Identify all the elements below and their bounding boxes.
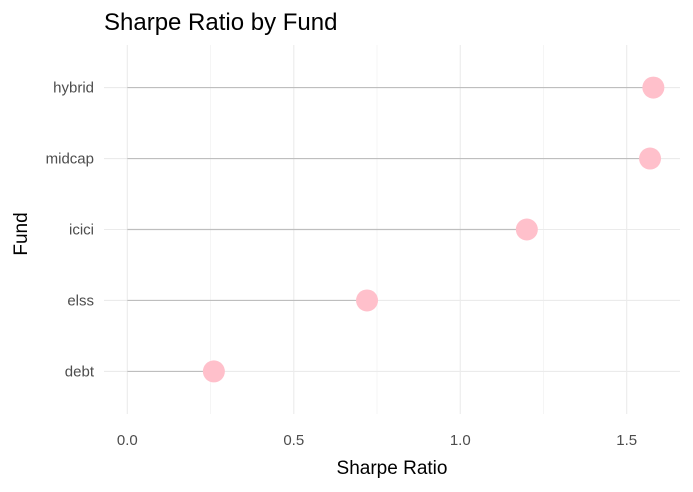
lollipop-point bbox=[202, 360, 225, 383]
tick-layer: debt elss icici midcap hybrid 0.0 0.5 1.0 1.5 bbox=[46, 80, 638, 449]
lollipop-point bbox=[356, 289, 379, 312]
y-tick-label: elss bbox=[67, 292, 94, 309]
chart-title: Sharpe Ratio by Fund bbox=[104, 9, 337, 36]
lollipop-point bbox=[515, 218, 538, 241]
point-layer bbox=[202, 76, 665, 383]
stem-layer bbox=[127, 86, 654, 373]
lollipop-point bbox=[639, 147, 662, 170]
y-tick-label: icici bbox=[69, 222, 94, 239]
y-tick-label: hybrid bbox=[53, 80, 94, 97]
x-tick-label: 0.5 bbox=[283, 432, 304, 449]
x-tick-label: 1.0 bbox=[450, 432, 471, 449]
x-axis-title: Sharpe Ratio bbox=[337, 458, 448, 479]
x-tick-label: 1.5 bbox=[616, 432, 637, 449]
y-tick-label: midcap bbox=[46, 151, 94, 168]
y-tick-label: debt bbox=[65, 363, 95, 380]
y-axis-title: Fund bbox=[11, 212, 32, 255]
lollipop-point bbox=[642, 76, 665, 99]
x-tick-label: 0.0 bbox=[117, 432, 138, 449]
